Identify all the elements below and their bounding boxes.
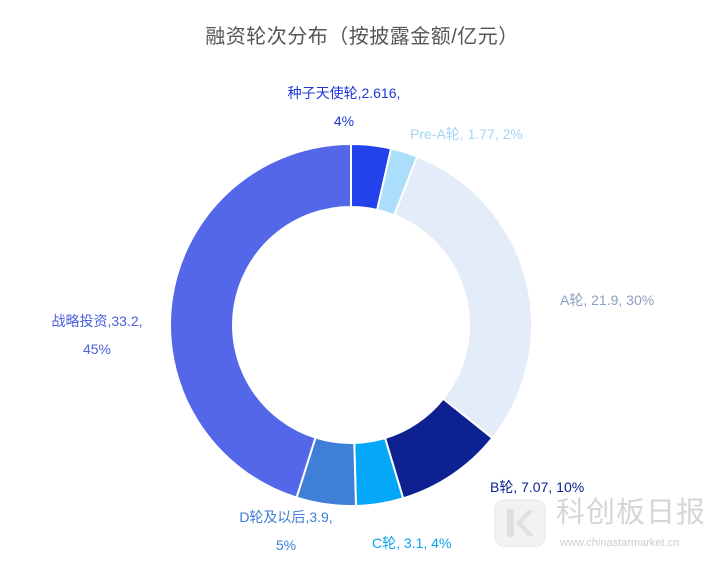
donut-slice-strategic-investment xyxy=(169,143,352,499)
data-label-name: 战略投资 xyxy=(51,313,108,329)
data-label-percent: 2% xyxy=(502,126,523,142)
data-label-value: 1.77 xyxy=(467,126,495,142)
watermark-logo-icon xyxy=(494,499,546,547)
data-label-percent: 10% xyxy=(556,479,585,495)
watermark-brand: 科创板日报 xyxy=(556,497,707,529)
data-label-name: Pre-A轮 xyxy=(410,126,460,142)
data-label-name: C轮 xyxy=(372,535,397,551)
data-label-value: 2.616 xyxy=(361,85,397,101)
donut-slice-a-round xyxy=(393,155,533,440)
data-label-c-round: C轮, 3.1, 4% xyxy=(372,535,452,551)
data-label-strategic-investment: 战略投资,33.2, 45% xyxy=(32,307,162,363)
data-label-value: 33.2 xyxy=(111,313,139,329)
data-label-a-round: A轮, 21.9, 30% xyxy=(560,292,655,308)
chart-title: 融资轮次分布（按披露金额/亿元） xyxy=(205,26,519,48)
data-label-d-round-and-later: D轮及以后,3.9, 5% xyxy=(216,503,356,559)
data-label-percent: 45% xyxy=(82,341,112,357)
data-label-percent: 4% xyxy=(431,535,452,551)
data-label-percent: 4% xyxy=(333,113,355,129)
data-label-b-round: B轮, 7.07, 10% xyxy=(490,479,585,495)
data-label-name: B轮 xyxy=(490,479,514,495)
data-label-value: 21.9 xyxy=(591,292,619,308)
data-label-pre-a: Pre-A轮, 1.77, 2% xyxy=(410,126,523,142)
data-label-value: 7.07 xyxy=(521,479,549,495)
data-label-name: 种子天使轮 xyxy=(287,85,358,101)
data-label-percent: 5% xyxy=(275,537,297,553)
data-label-value: 3.9 xyxy=(309,509,329,525)
data-label-seed-angel: 种子天使轮,2.616, 4% xyxy=(264,79,424,135)
data-label-name: A轮 xyxy=(560,292,584,308)
data-label-value: 3.1 xyxy=(403,535,424,551)
data-label-name: D轮及以后 xyxy=(239,509,306,525)
watermark-url: www.chinastarmarket.cn xyxy=(560,537,680,549)
data-label-percent: 30% xyxy=(626,292,655,308)
